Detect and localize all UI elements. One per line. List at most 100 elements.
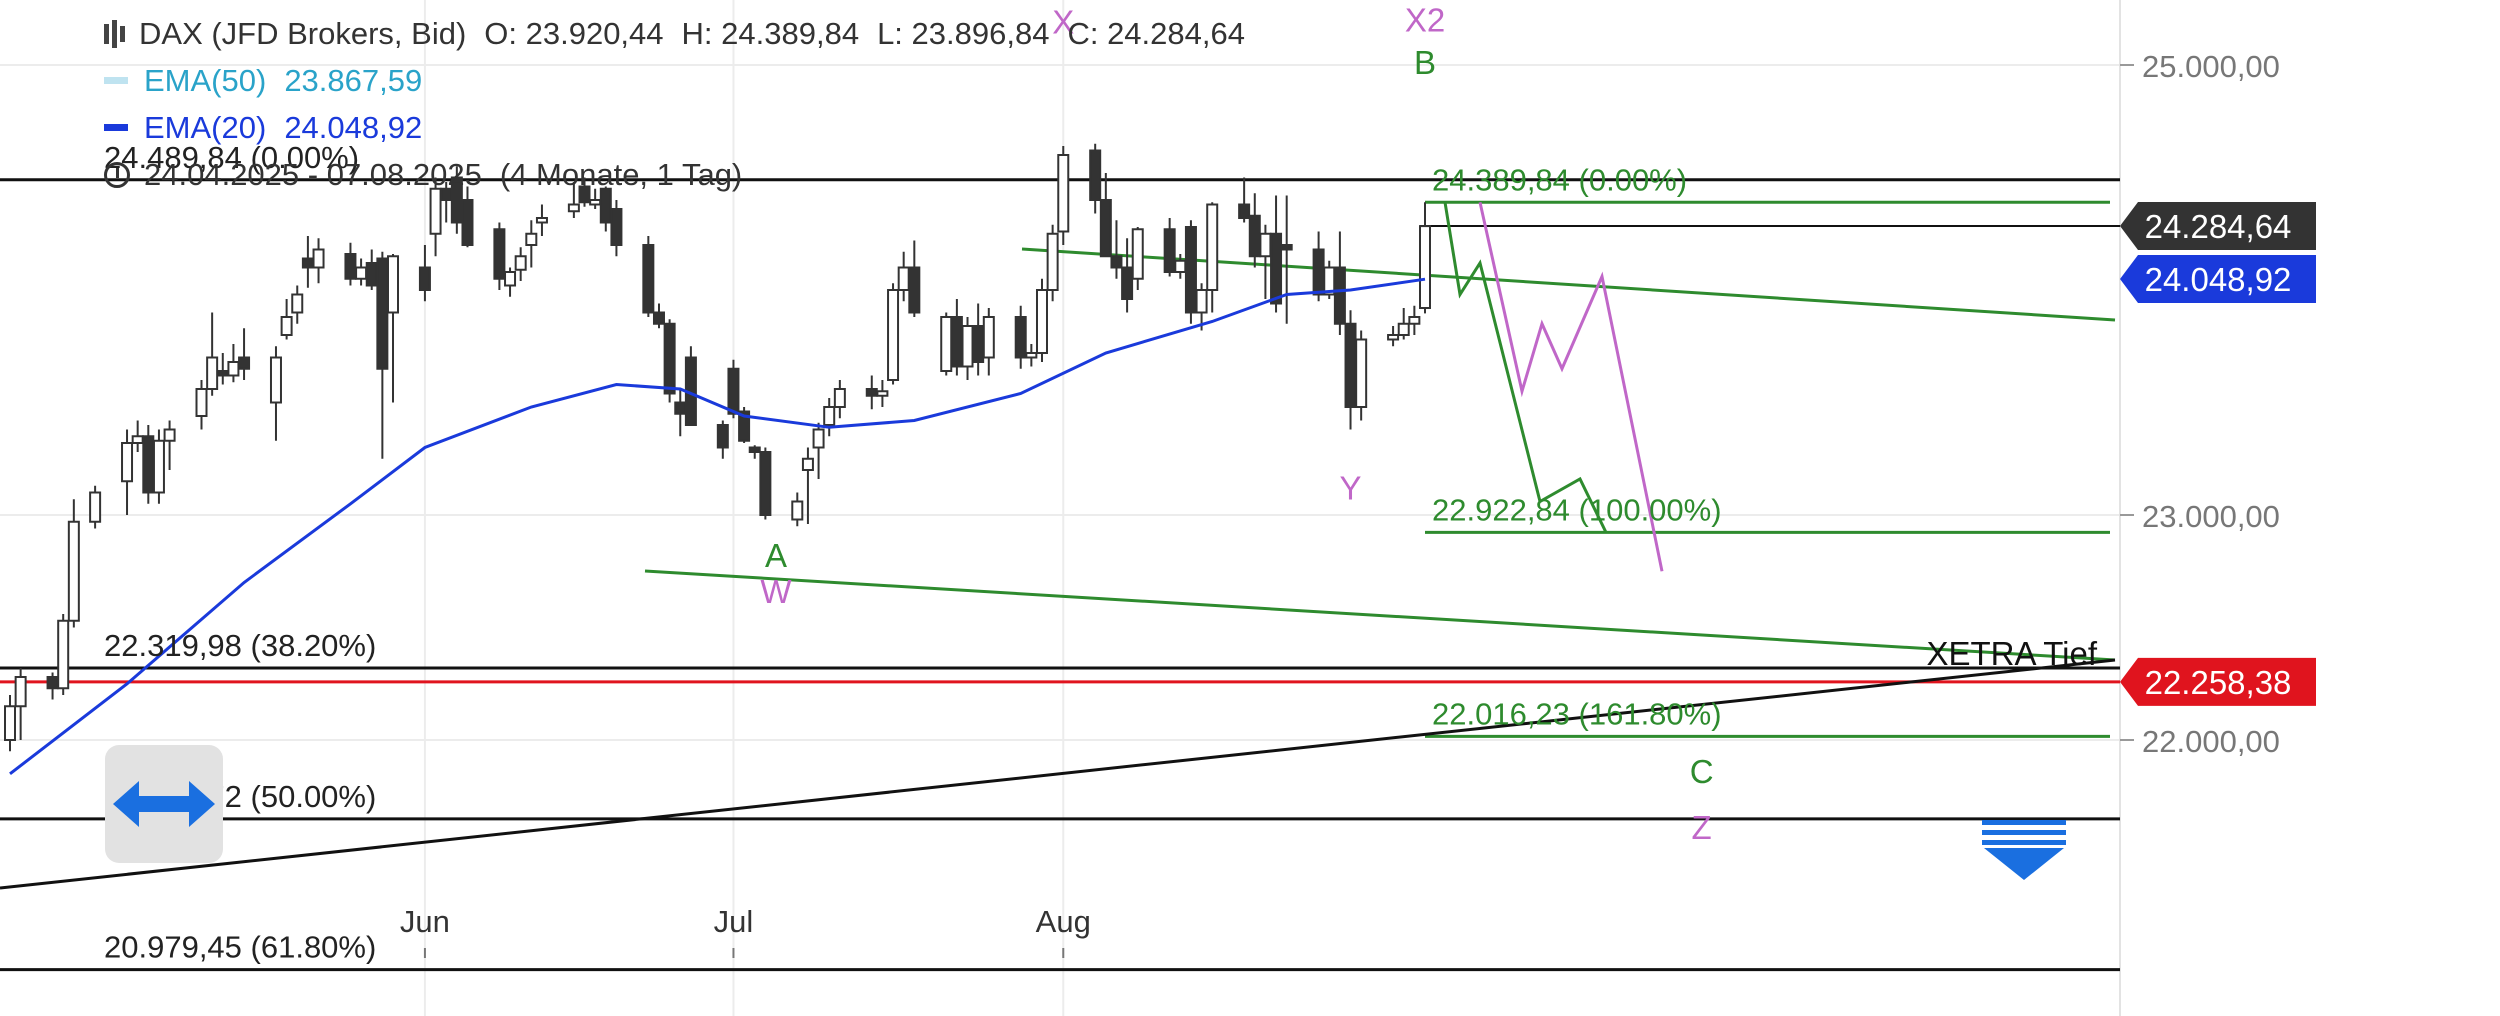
projection-level-label: 22.016,23 (161.80%) (1432, 696, 1722, 731)
ema50-row[interactable]: EMA(50) 23.867,59 (104, 57, 1263, 104)
candle-up (897, 266, 910, 291)
candle-up (525, 232, 538, 246)
purple-wave-path (1478, 201, 1664, 572)
range-duration: (4 Monate, 1 Tag) (499, 157, 743, 192)
candle-down (1089, 149, 1102, 201)
open-value: O: 23.920,44 (484, 16, 664, 51)
ema50-swatch-icon (104, 77, 128, 84)
fibonacci-levels (0, 178, 2120, 972)
candle-down (376, 257, 389, 370)
candle-up (514, 255, 527, 271)
candle-up (163, 428, 176, 442)
candle-down (599, 187, 612, 224)
fib-level-label: 22.319,98 (38.20%) (104, 628, 376, 663)
wave-label: X (1052, 4, 1074, 41)
candle-up (4, 705, 16, 741)
candle-up (291, 293, 304, 314)
ohlc-row: DAX (JFD Brokers, Bid) O: 23.920,44 H: 2… (104, 10, 1263, 57)
high-value: H: 24.389,84 (681, 16, 860, 51)
wave-label: C (1690, 753, 1714, 790)
candle-down (1333, 266, 1346, 325)
candle-up (227, 361, 240, 377)
candle-down (301, 257, 314, 269)
x-tick-label: Jun (400, 904, 450, 939)
candle-up (1174, 259, 1187, 273)
candle-down (652, 311, 665, 325)
clock-icon (104, 161, 130, 188)
candle-up (1419, 225, 1431, 310)
candle-down (238, 356, 251, 370)
scroll-down-arrow (1984, 848, 2064, 880)
candle-down (972, 325, 985, 363)
candle-down (674, 401, 687, 415)
candle-down (748, 446, 761, 453)
candle-down (461, 199, 474, 246)
candle-up (355, 266, 368, 280)
candle-up (589, 199, 602, 206)
candle-down (610, 208, 623, 246)
long-support-line (0, 658, 2116, 890)
candle-up (535, 217, 548, 224)
candle-up (57, 619, 70, 690)
chart-legend: DAX (JFD Brokers, Bid) O: 23.920,44 H: 2… (104, 10, 1263, 198)
candle-up (791, 500, 804, 521)
wave-label: A (765, 537, 787, 574)
candle-up (833, 388, 846, 408)
scroll-down-icon[interactable] (1982, 820, 2066, 880)
elliott-wave-projection (1443, 201, 1664, 572)
last-price-badge-label: 24.284,64 (2145, 208, 2292, 245)
ema20-line (9, 277, 1426, 775)
date-range: 24.04.2025 - 07.08.2025 (144, 157, 482, 192)
candle-down (1099, 199, 1112, 258)
candle-down (1121, 266, 1134, 300)
candle-up (1057, 154, 1070, 233)
x-tick-label: Aug (1036, 904, 1091, 939)
ema20-badge-label: 24.048,92 (2145, 261, 2292, 298)
candle-up (14, 676, 27, 708)
candle-up (67, 520, 80, 622)
candle-up (982, 316, 995, 359)
bars-icon (104, 19, 125, 48)
upper-channel-line (1021, 247, 2116, 322)
pan-arrows-button[interactable] (105, 745, 223, 863)
low-value: L: 23.896,84 (877, 16, 1050, 51)
candle-down (716, 424, 729, 449)
candle-down (1248, 214, 1261, 258)
candle-down (727, 367, 740, 415)
candle-down (344, 253, 357, 280)
wave-label: Y (1340, 469, 1362, 506)
candle-down (1312, 248, 1325, 296)
double-arrow-icon (113, 781, 215, 827)
candle-up (1206, 203, 1219, 291)
candlesticks (4, 143, 1431, 752)
candle-down (865, 388, 878, 397)
candle-up (567, 203, 580, 213)
candle-up (269, 356, 282, 404)
y-tick-label: 25.000,00 (2142, 49, 2280, 84)
candle-down (142, 435, 155, 494)
candle-up (1035, 289, 1048, 354)
candle-up (1397, 322, 1410, 336)
range-row: 24.04.2025 - 07.08.2025 (4 Monate, 1 Tag… (104, 151, 1263, 198)
candle-down (46, 676, 59, 690)
candle-up (1131, 228, 1144, 280)
candle-down (1014, 316, 1027, 359)
level-labels: 24.489,84 (0.00%)22.319,98 (38.20%)21.64… (104, 1, 2098, 964)
candle-down (1280, 244, 1293, 251)
wave-label: X2 (1405, 1, 1445, 38)
ema20-row[interactable]: EMA(20) 24.048,92 (104, 104, 1263, 151)
candle-up (312, 248, 325, 269)
candle-up (206, 356, 219, 390)
close-value: C: 24.284,64 (1067, 16, 1245, 51)
symbol-name[interactable]: DAX (JFD Brokers, Bid) (139, 16, 467, 51)
candle-down (493, 228, 506, 280)
candle-down (578, 185, 591, 204)
xetra-low-badge-label: 22.258,38 (2145, 664, 2292, 701)
candle-down (642, 244, 655, 314)
ema20-label: EMA(20) (144, 110, 267, 145)
projection-level-label: 24.389,84 (0.00%) (1432, 162, 1687, 197)
candle-up (887, 289, 900, 381)
candle-up (1195, 289, 1208, 314)
green-wave-path (1443, 202, 1608, 534)
